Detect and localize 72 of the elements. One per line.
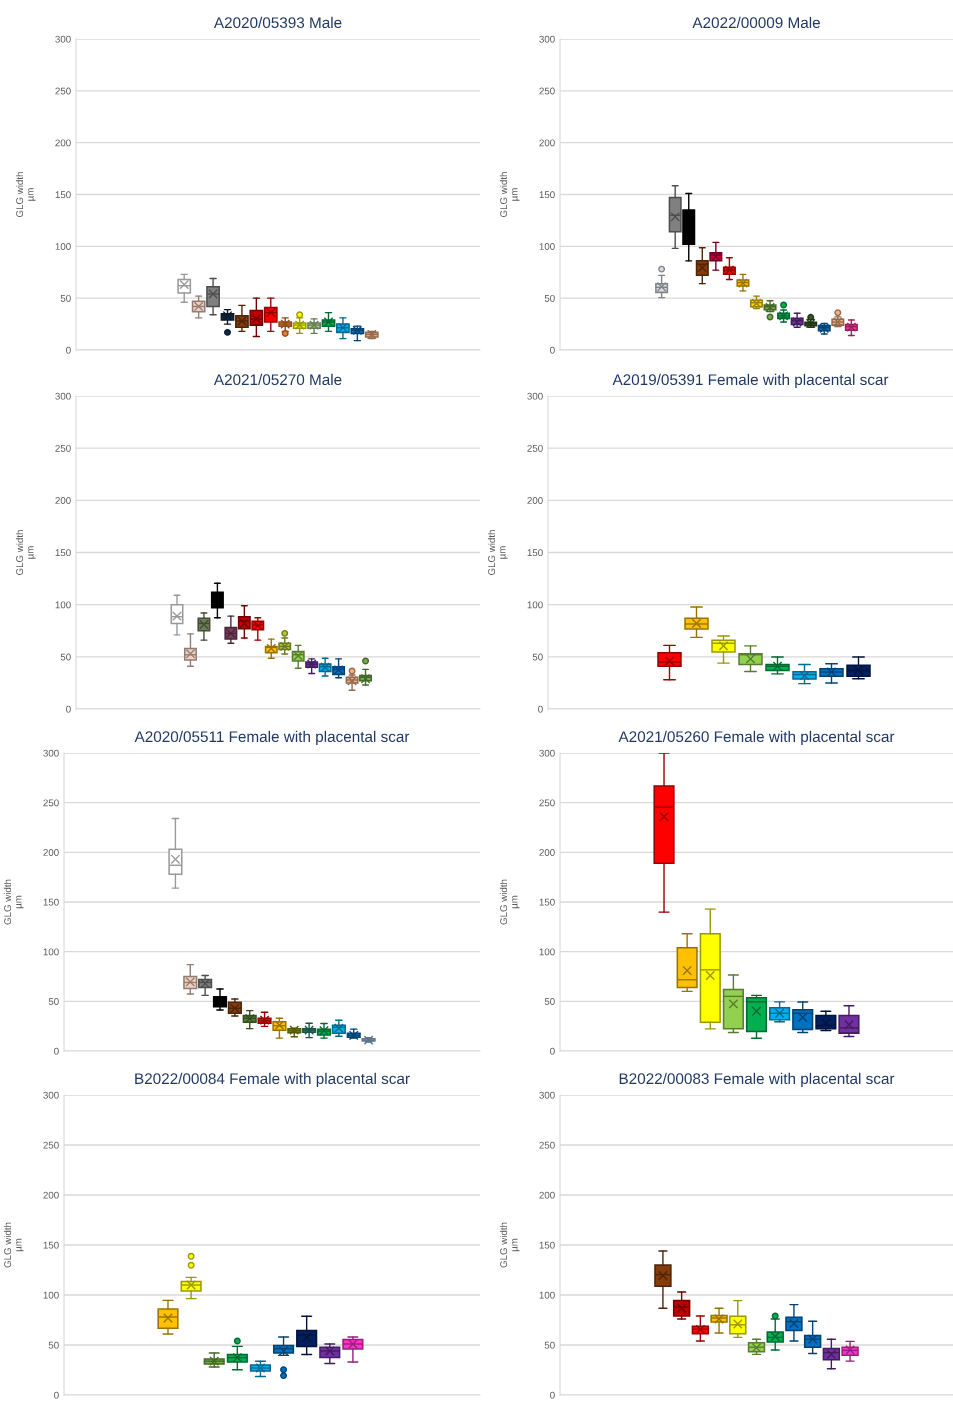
y-tick-label: 200 bbox=[55, 139, 71, 147]
y-axis-title: GLG width µm bbox=[15, 172, 36, 217]
y-tick-label: 300 bbox=[527, 392, 543, 400]
y-tick-label: 200 bbox=[539, 1191, 555, 1199]
y-tick-label: 100 bbox=[539, 948, 555, 956]
y-tick-label: 250 bbox=[539, 87, 555, 95]
y-tick-label: 0 bbox=[550, 346, 555, 354]
y-tick-label: 300 bbox=[539, 1091, 555, 1099]
y-tick-label: 0 bbox=[54, 1391, 59, 1399]
y-tick-label: 300 bbox=[539, 35, 555, 43]
y-tick-label: 50 bbox=[48, 1341, 59, 1349]
y-axis-title: GLG width µm bbox=[3, 879, 24, 925]
y-tick-label: 0 bbox=[550, 1047, 555, 1055]
y-tick-label: 150 bbox=[55, 191, 71, 199]
y-tick-label: 150 bbox=[539, 1241, 555, 1249]
y-tick-label: 250 bbox=[539, 1141, 555, 1149]
y-tick-label: 200 bbox=[539, 849, 555, 856]
chart-title: B2022/00084 Female with placental scar bbox=[135, 1072, 410, 1088]
y-tick-label: 100 bbox=[539, 243, 555, 250]
y-tick-label: 50 bbox=[60, 653, 71, 661]
y-tick-label: 250 bbox=[55, 444, 71, 452]
y-tick-label: 50 bbox=[532, 653, 543, 661]
y-tick-label: 0 bbox=[550, 1391, 555, 1399]
y-axis-title: GLG width µm bbox=[487, 530, 508, 575]
y-tick-label: 250 bbox=[527, 444, 543, 452]
y-tick-label: 50 bbox=[544, 1341, 555, 1349]
chart-title: A2020/05393 Male bbox=[213, 16, 342, 29]
y-tick-label: 150 bbox=[527, 549, 543, 557]
y-tick-label: 50 bbox=[48, 998, 59, 1005]
y-tick-label: 200 bbox=[43, 1191, 59, 1199]
y-tick-label: 50 bbox=[60, 294, 71, 302]
y-tick-label: 250 bbox=[539, 799, 555, 807]
y-tick-label: 300 bbox=[539, 749, 555, 757]
chart-title: A2019/05391 Female with placental scar bbox=[612, 373, 889, 389]
chart-title: B2022/00083 Female with placental scar bbox=[619, 1072, 895, 1088]
y-tick-label: 150 bbox=[539, 191, 555, 199]
y-tick-label: 100 bbox=[527, 601, 543, 609]
y-tick-label: 50 bbox=[544, 998, 555, 1005]
chart-title: A2022/00009 Male bbox=[692, 16, 820, 29]
y-tick-label: 250 bbox=[55, 87, 71, 95]
y-tick-label: 200 bbox=[55, 497, 71, 504]
y-tick-label: 300 bbox=[43, 1091, 59, 1099]
chart-title: A2021/05260 Female with placental scar bbox=[618, 730, 895, 746]
y-axis-title: GLG width µm bbox=[499, 172, 520, 217]
y-tick-label: 200 bbox=[527, 497, 543, 504]
y-tick-label: 0 bbox=[66, 705, 71, 713]
y-tick-label: 150 bbox=[539, 898, 555, 906]
y-tick-label: 50 bbox=[544, 294, 555, 302]
y-tick-label: 0 bbox=[66, 346, 71, 354]
y-tick-label: 200 bbox=[539, 139, 555, 147]
y-tick-label: 250 bbox=[43, 799, 59, 807]
y-tick-label: 150 bbox=[43, 1241, 59, 1249]
y-axis-title: GLG width µm bbox=[15, 530, 36, 575]
chart-title: A2021/05270 Male bbox=[213, 373, 342, 386]
y-tick-label: 100 bbox=[55, 243, 71, 250]
y-tick-label: 0 bbox=[54, 1047, 59, 1055]
y-axis-title: GLG width µm bbox=[499, 879, 520, 925]
y-tick-label: 150 bbox=[43, 898, 59, 906]
y-tick-label: 300 bbox=[55, 35, 71, 43]
y-tick-label: 100 bbox=[539, 1291, 555, 1299]
y-tick-label: 300 bbox=[43, 749, 59, 757]
y-tick-label: 100 bbox=[43, 948, 59, 956]
y-axis-title: GLG width µm bbox=[3, 1222, 24, 1268]
y-tick-label: 0 bbox=[538, 705, 543, 713]
chart-title: A2020/05511 Female with placental scar bbox=[134, 730, 410, 746]
y-tick-label: 250 bbox=[43, 1141, 59, 1149]
y-tick-label: 300 bbox=[55, 392, 71, 400]
y-tick-label: 200 bbox=[43, 849, 59, 856]
y-tick-label: 100 bbox=[55, 601, 71, 609]
y-tick-label: 100 bbox=[43, 1291, 59, 1299]
y-tick-label: 150 bbox=[55, 549, 71, 557]
y-axis-title: GLG width µm bbox=[499, 1222, 520, 1268]
